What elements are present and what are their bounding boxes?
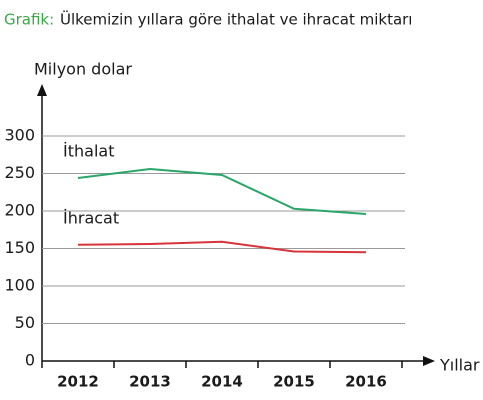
- y-tick-label: 100: [4, 276, 35, 295]
- y-axis-label: Milyon dolar: [34, 60, 132, 79]
- x-tick-label: 2012: [57, 373, 99, 391]
- y-tick-label: 0: [25, 351, 35, 370]
- series-label: İhracat: [63, 208, 119, 227]
- y-tick-label: 50: [15, 313, 35, 332]
- x-tick-label: 2014: [201, 373, 243, 391]
- y-tick-label: 200: [4, 201, 35, 220]
- chart-title: Ülkemizin yıllara göre ithalat ve ihraca…: [60, 10, 412, 29]
- x-axis-label: Yıllar: [439, 356, 480, 375]
- series-line: [77, 240, 367, 254]
- y-tick-label: 300: [4, 126, 35, 145]
- y-tick-label: 250: [4, 163, 35, 182]
- x-tick-label: 2013: [129, 373, 171, 391]
- x-axis-arrow: [423, 356, 435, 366]
- x-tick-label: 2015: [273, 373, 315, 391]
- series-line: [77, 167, 367, 215]
- y-axis-arrow: [37, 84, 47, 96]
- title-label: Grafik:: [4, 11, 54, 29]
- x-tick-label: 2016: [345, 373, 387, 391]
- series-label: İthalat: [63, 142, 114, 161]
- y-tick-label: 150: [4, 238, 35, 257]
